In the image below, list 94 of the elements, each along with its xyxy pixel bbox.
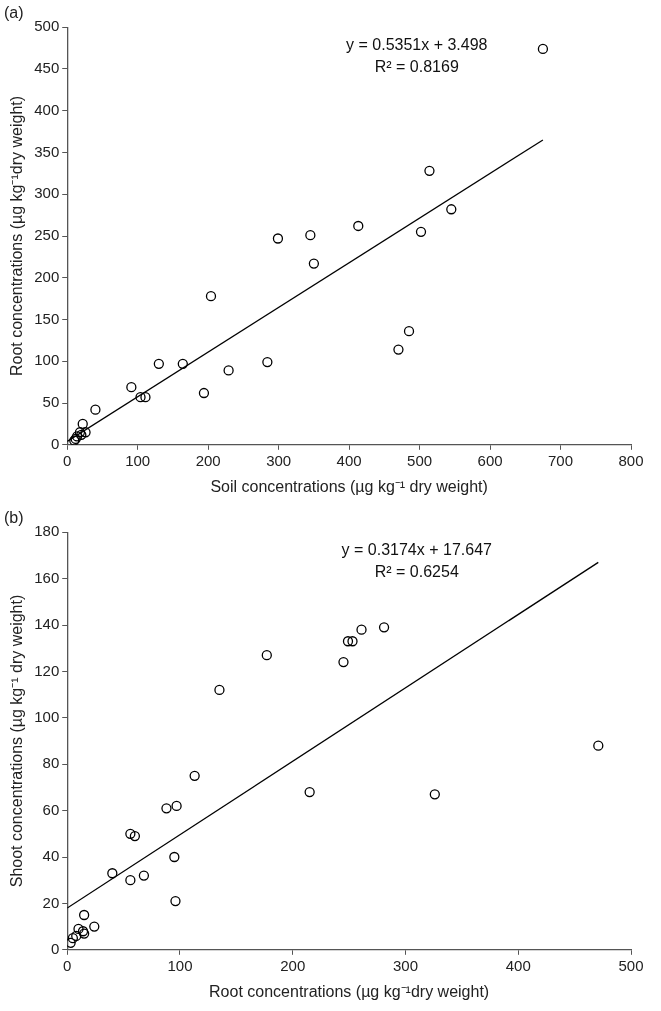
point — [171, 800, 182, 812]
point — [537, 43, 549, 55]
y-tick-label: 100 — [34, 707, 60, 725]
x-tick-label: 500 — [407, 451, 433, 469]
point — [78, 909, 90, 921]
x-tick-label: 0 — [63, 956, 72, 974]
point — [593, 740, 604, 751]
point — [189, 770, 200, 781]
point — [140, 392, 151, 403]
point — [305, 230, 316, 241]
point — [261, 650, 272, 661]
point — [90, 404, 101, 415]
point — [89, 921, 100, 932]
point — [161, 803, 172, 814]
point — [304, 786, 315, 798]
point — [403, 326, 415, 337]
x-axis-title: Soil concentrations (µg kg⁻¹ dry weight) — [210, 477, 488, 495]
annotation: R² = 0.8169 — [374, 57, 459, 75]
y-tick-label: 400 — [34, 100, 60, 118]
y-tick-label: 150 — [34, 309, 60, 327]
y-tick-label: 120 — [34, 661, 60, 679]
point — [125, 875, 136, 886]
y-tick-label: 0 — [50, 434, 60, 452]
y-tick-label: 160 — [34, 568, 60, 586]
y-tick-label: 300 — [34, 184, 60, 202]
point — [153, 358, 164, 369]
point — [342, 636, 354, 647]
chart-title: (b) — [4, 509, 24, 527]
point — [73, 923, 84, 935]
y-tick-label: 250 — [34, 226, 60, 244]
point — [223, 365, 234, 376]
point — [353, 220, 364, 232]
point — [338, 656, 349, 668]
y-tick-label: 80 — [42, 754, 60, 772]
point — [424, 165, 435, 176]
annotation: R² = 0.6254 — [374, 562, 459, 580]
point — [71, 930, 82, 942]
point — [198, 387, 210, 399]
x-tick-label: 700 — [548, 451, 574, 469]
x-tick-label: 200 — [195, 451, 221, 469]
point — [356, 624, 367, 635]
y-tick-label: 200 — [34, 267, 60, 285]
x-tick-label: 500 — [618, 956, 644, 974]
x-tick-label: 400 — [336, 451, 362, 469]
point — [205, 290, 217, 302]
point — [125, 828, 136, 839]
point — [262, 356, 273, 368]
point — [126, 382, 137, 393]
x-tick-label: 100 — [125, 451, 151, 469]
point — [378, 622, 390, 633]
x-tick-label: 300 — [266, 451, 292, 469]
annotation: y = 0.5351x + 3.498 — [346, 35, 488, 53]
x-tick-label: 0 — [63, 451, 72, 469]
chart-title: (a) — [4, 4, 24, 22]
y-tick-label: 350 — [34, 142, 60, 160]
point — [347, 636, 358, 647]
x-tick-label: 600 — [477, 451, 503, 469]
y-tick-label: 20 — [42, 893, 60, 911]
point — [446, 204, 457, 215]
y-axis-title: Shoot concentrations (µg kg⁻¹ dry weight) — [8, 594, 26, 888]
x-tick-label: 200 — [280, 956, 306, 974]
point — [67, 933, 79, 944]
point — [272, 233, 284, 244]
x-tick-label: 100 — [167, 956, 193, 974]
x-tick-label: 300 — [392, 956, 419, 974]
point — [77, 418, 88, 430]
point — [67, 937, 76, 948]
point — [138, 870, 150, 881]
point — [169, 851, 180, 863]
point — [308, 258, 320, 269]
point — [177, 358, 188, 369]
point — [135, 392, 146, 403]
y-tick-label: 140 — [34, 615, 60, 633]
y-tick-label: 100 — [34, 351, 60, 369]
y-tick-label: 180 — [34, 522, 60, 540]
y-tick-label: 60 — [42, 800, 60, 818]
point — [429, 789, 440, 800]
y-tick-label: 50 — [42, 393, 60, 411]
x-axis-title: Root concentrations (µg kg⁻¹dry weight) — [209, 982, 490, 1000]
x-tick-label: 400 — [505, 956, 531, 974]
y-axis-title: Root concentrations (µg kg⁻¹dry weight) — [8, 95, 26, 377]
annotation: y = 0.3174x + 17.647 — [341, 540, 493, 558]
point — [107, 868, 118, 879]
y-tick-label: 500 — [34, 17, 60, 35]
point — [80, 427, 91, 438]
point — [415, 226, 427, 237]
y-tick-label: 0 — [50, 939, 60, 957]
point — [129, 830, 141, 842]
point — [170, 895, 181, 907]
y-tick-label: 450 — [34, 59, 60, 77]
y-tick-label: 40 — [42, 847, 60, 865]
x-tick-label: 800 — [618, 451, 644, 469]
point — [393, 344, 404, 355]
point — [214, 684, 225, 696]
